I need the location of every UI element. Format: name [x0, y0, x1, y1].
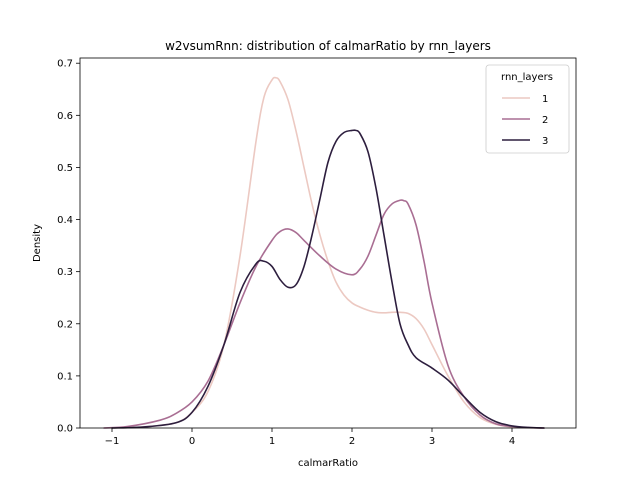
legend: rnn_layers 1 2 3 [485, 64, 570, 154]
series-line-1 [111, 76, 545, 429]
y-tick-label: 0.2 [57, 319, 73, 330]
chart-title: w2vsumRnn: distribution of calmarRatio b… [165, 39, 491, 53]
y-axis: 0.0 0.1 0.2 0.3 0.4 0.5 0.6 0.7 [57, 59, 80, 435]
legend-label-3: 3 [542, 136, 548, 147]
y-tick-label: 0.6 [57, 111, 73, 122]
y-axis-label: Density [32, 224, 43, 262]
legend-box [485, 64, 570, 154]
y-tick-label: 0.3 [57, 267, 73, 278]
x-tick-label: −1 [105, 436, 120, 447]
y-tick-label: 0.5 [57, 163, 73, 174]
y-tick-label: 0.0 [57, 424, 73, 435]
x-tick-label: 3 [429, 436, 435, 447]
series-line-3 [111, 129, 545, 429]
legend-label-2: 2 [542, 115, 548, 126]
y-tick-label: 0.1 [57, 371, 73, 382]
x-tick-label: 1 [269, 436, 275, 447]
x-axis-label: calmarRatio [298, 458, 358, 469]
legend-items: 1 2 3 [502, 94, 548, 147]
x-tick-label: 2 [349, 436, 355, 447]
y-tick-label: 0.7 [57, 59, 73, 70]
x-tick-label: 0 [189, 436, 195, 447]
series-layer [103, 76, 545, 429]
x-tick-label: 4 [509, 436, 515, 447]
x-axis: −1 0 1 2 3 4 [105, 428, 515, 447]
y-tick-label: 0.4 [57, 215, 73, 226]
legend-title: rnn_layers [501, 72, 553, 83]
plot-frame [79, 57, 577, 429]
legend-label-1: 1 [542, 94, 548, 105]
